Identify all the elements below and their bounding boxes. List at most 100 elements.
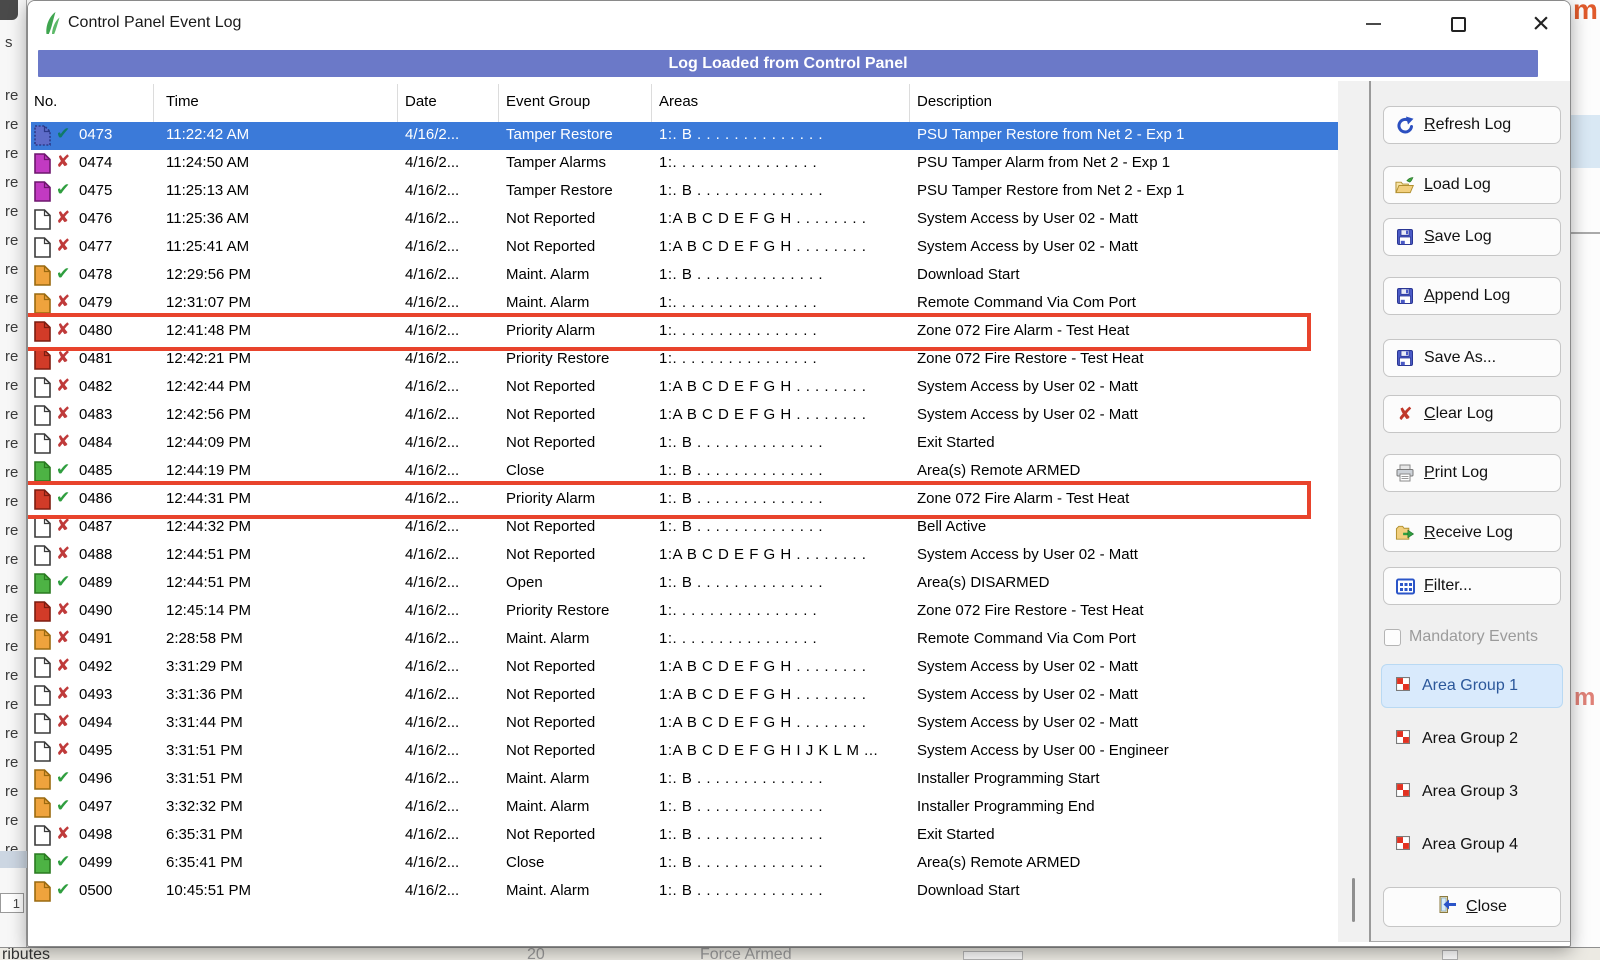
- append-log-button[interactable]: Append Log: [1383, 277, 1561, 315]
- event-page-icon: [34, 797, 51, 822]
- table-row[interactable]: ✔ 0475 11:25:13 AM 4/16/2... Tamper Restore 1…: [31, 178, 1341, 206]
- cell-date: 4/16/2...: [405, 882, 460, 899]
- table-row[interactable]: ✘ 0495 3:31:51 PM 4/16/2... Not Reported 1:A …: [31, 738, 1341, 766]
- area-group-4-item[interactable]: Area Group 4: [1381, 823, 1563, 867]
- table-row[interactable]: ✘ 0491 2:28:58 PM 4/16/2... Maint. Alarm 1:. …: [31, 626, 1341, 654]
- table-scrollbar-thumb[interactable]: [1352, 878, 1355, 922]
- table-row[interactable]: ✘ 0479 12:31:07 PM 4/16/2... Maint. Alarm 1:.…: [31, 290, 1341, 318]
- close-button[interactable]: Close: [1383, 887, 1561, 927]
- cell-time: 6:35:41 PM: [166, 854, 243, 871]
- cell-time: 12:41:48 PM: [166, 322, 252, 339]
- cell-date: 4/16/2...: [405, 322, 460, 339]
- table-row[interactable]: ✔ 0478 12:29:56 PM 4/16/2... Maint. Alarm 1:.…: [31, 262, 1341, 290]
- cell-event-group: Not Reported: [506, 826, 596, 843]
- table-row[interactable]: ✔ 0500 10:45:51 PM 4/16/2... Maint. Alarm 1:.…: [31, 878, 1341, 906]
- cell-date: 4/16/2...: [405, 266, 460, 283]
- table-row[interactable]: ✔ 0473 11:22:42 AM 4/16/2... Tamper Restore 1…: [31, 122, 1341, 150]
- maximize-button[interactable]: [1441, 9, 1475, 39]
- filter-button[interactable]: Filter...: [1383, 567, 1561, 605]
- table-row[interactable]: ✘ 0477 11:25:41 AM 4/16/2... Not Reported 1:A…: [31, 234, 1341, 262]
- cross-icon: ✘: [56, 432, 71, 452]
- button-label: Receive Log: [1424, 524, 1513, 541]
- cell-event-group: Not Reported: [506, 518, 596, 535]
- table-row[interactable]: ✘ 0482 12:42:44 PM 4/16/2... Not Reported 1:A…: [31, 374, 1341, 402]
- cell-areas: 1:. B . . . . . . . . . . . . . .: [659, 266, 824, 283]
- table-row[interactable]: ✘ 0483 12:42:56 PM 4/16/2... Not Reported 1:A…: [31, 402, 1341, 430]
- area-checker-icon: [1396, 782, 1410, 802]
- cell-no: 0489: [79, 574, 113, 591]
- cell-date: 4/16/2...: [405, 602, 460, 619]
- table-row[interactable]: ✔ 0496 3:31:51 PM 4/16/2... Maint. Alarm 1:. …: [31, 766, 1341, 794]
- area-group-3-item[interactable]: Area Group 3: [1381, 770, 1563, 814]
- cell-description: Area(s) DISARMED: [917, 574, 1050, 591]
- background-spinbox-fragment: 1: [0, 893, 24, 913]
- save-icon: [1395, 228, 1415, 246]
- checkbox-icon[interactable]: [1384, 628, 1401, 646]
- table-row[interactable]: ✔ 0486 12:44:31 PM 4/16/2... Priority Alarm 1…: [28, 481, 1341, 519]
- table-row[interactable]: ✘ 0476 11:25:36 AM 4/16/2... Not Reported 1:A…: [31, 206, 1341, 234]
- background-text-fragment: s: [5, 34, 13, 51]
- event-page-icon: [34, 517, 51, 542]
- column-header-time[interactable]: Time: [166, 93, 199, 110]
- receive-log-button[interactable]: Receive Log: [1383, 514, 1561, 552]
- print-log-button[interactable]: Print Log: [1383, 454, 1561, 492]
- table-row[interactable]: ✘ 0493 3:31:36 PM 4/16/2... Not Reported 1:A …: [31, 682, 1341, 710]
- table-row[interactable]: ✘ 0488 12:44:51 PM 4/16/2... Not Reported 1:A…: [31, 542, 1341, 570]
- background-box: [1442, 950, 1458, 960]
- table-row[interactable]: ✔ 0485 12:44:19 PM 4/16/2... Close 1:. B . . …: [31, 458, 1341, 486]
- table-row[interactable]: ✘ 0487 12:44:32 PM 4/16/2... Not Reported 1:.…: [31, 514, 1341, 542]
- cell-no: 0480: [79, 322, 113, 339]
- table-row[interactable]: ✔ 0499 6:35:41 PM 4/16/2... Close 1:. B . . .…: [31, 850, 1341, 878]
- cell-no: 0476: [79, 210, 113, 227]
- cell-no: 0500: [79, 882, 113, 899]
- cell-no: 0482: [79, 378, 113, 395]
- table-row[interactable]: ✘ 0484 12:44:09 PM 4/16/2... Not Reported 1:.…: [31, 430, 1341, 458]
- mandatory-events-checkbox-row[interactable]: Mandatory Events: [1384, 628, 1538, 646]
- cell-areas: 1:. . . . . . . . . . . . . . . .: [659, 294, 818, 311]
- event-page-icon: [34, 489, 51, 514]
- table-row[interactable]: ✘ 0492 3:31:29 PM 4/16/2... Not Reported 1:A …: [31, 654, 1341, 682]
- event-page-icon: [34, 573, 51, 598]
- column-header-event-group[interactable]: Event Group: [506, 93, 591, 110]
- table-row[interactable]: ✘ 0494 3:31:44 PM 4/16/2... Not Reported 1:A …: [31, 710, 1341, 738]
- table-row[interactable]: ✘ 0480 12:41:48 PM 4/16/2... Priority Alarm 1…: [28, 313, 1341, 351]
- close-window-icon[interactable]: ×: [1532, 7, 1550, 40]
- area-group-2-item[interactable]: Area Group 2: [1381, 717, 1563, 761]
- cell-time: 3:31:51 PM: [166, 742, 243, 759]
- area-group-1-item[interactable]: Area Group 1: [1381, 664, 1563, 708]
- cell-description: System Access by User 02 - Matt: [917, 686, 1138, 703]
- load-log-button[interactable]: Load Log: [1383, 166, 1561, 204]
- column-header-date[interactable]: Date: [405, 93, 437, 110]
- cell-time: 12:44:32 PM: [166, 518, 252, 535]
- table-row[interactable]: ✘ 0490 12:45:14 PM 4/16/2... Priority Restor…: [31, 598, 1341, 626]
- cell-date: 4/16/2...: [405, 210, 460, 227]
- cell-date: 4/16/2...: [405, 798, 460, 815]
- table-row[interactable]: ✘ 0498 6:35:31 PM 4/16/2... Not Reported 1:. …: [31, 822, 1341, 850]
- table-row[interactable]: ✔ 0489 12:44:51 PM 4/16/2... Open 1:. B . . .…: [31, 570, 1341, 598]
- save-as-button[interactable]: Save As...: [1383, 339, 1561, 377]
- save-log-button[interactable]: Save Log: [1383, 218, 1561, 256]
- cell-no: 0488: [79, 546, 113, 563]
- column-header-no[interactable]: No.: [34, 93, 58, 110]
- cell-time: 3:31:44 PM: [166, 714, 243, 731]
- print-icon: [1395, 464, 1415, 482]
- title-bar[interactable]: Control Panel Event Log ×: [28, 1, 1570, 47]
- cell-event-group: Maint. Alarm: [506, 770, 590, 787]
- cell-areas: 1:A B C D E F G H . . . . . . . .: [659, 406, 867, 423]
- cell-event-group: Close: [506, 854, 545, 871]
- refresh-log-button[interactable]: Refresh Log: [1383, 106, 1561, 144]
- cell-time: 6:35:31 PM: [166, 826, 243, 843]
- cell-description: System Access by User 02 - Matt: [917, 378, 1138, 395]
- column-header-description[interactable]: Description: [917, 93, 993, 110]
- cell-time: 12:31:07 PM: [166, 294, 252, 311]
- table-scrollbar-track[interactable]: [1338, 81, 1369, 942]
- table-row[interactable]: ✘ 0481 12:42:21 PM 4/16/2... Priority Restor…: [31, 346, 1341, 374]
- minimize-button[interactable]: [1356, 9, 1390, 39]
- column-header-areas[interactable]: Areas: [659, 93, 699, 110]
- table-row[interactable]: ✘ 0474 11:24:50 AM 4/16/2... Tamper Alarms 1:…: [31, 150, 1341, 178]
- background-toolbar-fragment: [1571, 115, 1600, 168]
- cell-time: 3:32:32 PM: [166, 798, 243, 815]
- background-box: [963, 951, 1023, 960]
- table-row[interactable]: ✔ 0497 3:32:32 PM 4/16/2... Maint. Alarm 1:. …: [31, 794, 1341, 822]
- clear-log-button[interactable]: ✘ Clear Log: [1383, 395, 1561, 433]
